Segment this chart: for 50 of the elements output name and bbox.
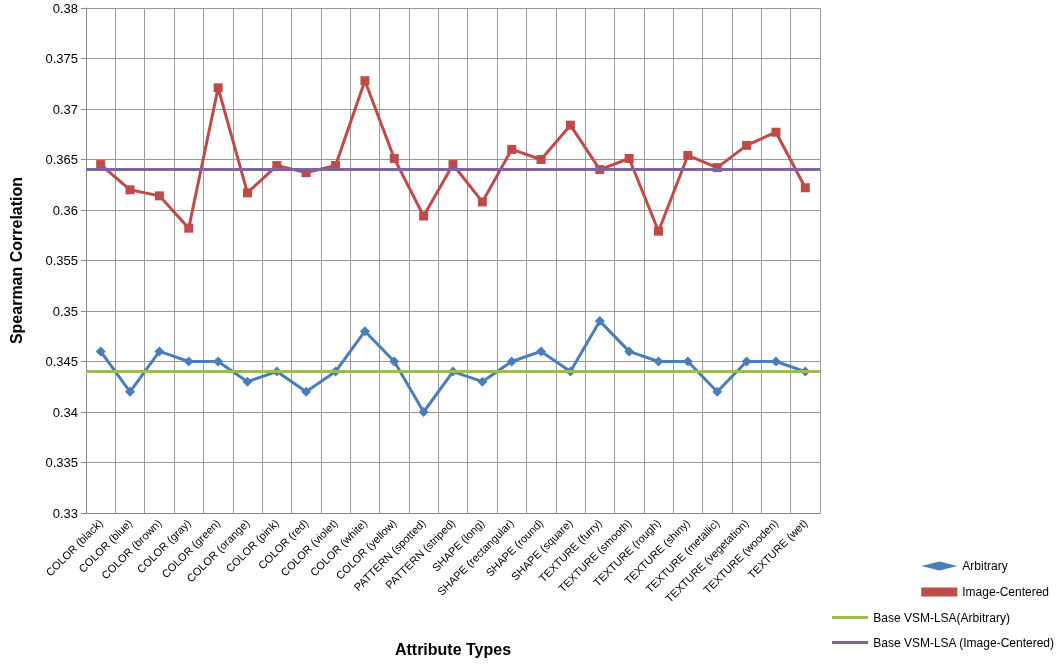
y-tick-label: 0.34 (52, 404, 78, 420)
point (771, 127, 781, 137)
x-axis-title: Attribute Types (394, 640, 512, 658)
point (389, 356, 400, 367)
legend-label: Base VSM-LSA (Image-Centered) (873, 635, 1054, 650)
point (301, 386, 312, 397)
y-tick-label: 0.355 (45, 253, 78, 268)
point (154, 191, 164, 201)
point (125, 185, 135, 195)
point (624, 346, 635, 357)
point (242, 376, 253, 387)
point (683, 150, 693, 160)
point (800, 183, 810, 193)
point (477, 376, 488, 387)
point (95, 346, 106, 357)
y-tick-label: 0.37 (52, 101, 78, 117)
point (360, 76, 370, 86)
y-tick-label: 0.38 (52, 0, 78, 16)
point (242, 188, 252, 198)
point (536, 155, 546, 164)
point (477, 197, 487, 207)
y-tick-label: 0.375 (45, 51, 78, 66)
point (712, 386, 723, 397)
point (507, 144, 517, 154)
point (213, 356, 224, 367)
y-tick-label: 0.335 (45, 455, 78, 470)
y-tick-label: 0.33 (52, 505, 78, 521)
point (359, 326, 370, 337)
point (536, 346, 547, 357)
y-tick-label: 0.36 (52, 202, 78, 218)
legend-label: Image-Centered (962, 585, 1050, 599)
y-tick-label: 0.365 (45, 152, 78, 167)
point (654, 226, 664, 236)
point (594, 316, 605, 327)
y-tick-label: 0.345 (45, 354, 78, 369)
point (418, 407, 429, 417)
point (184, 223, 194, 233)
point (389, 153, 399, 163)
point (419, 211, 429, 221)
point (565, 120, 575, 130)
y-axis-title: Spearman Correlation (7, 176, 25, 345)
y-tick-label: 0.35 (52, 303, 78, 319)
point (154, 346, 165, 357)
point (742, 140, 752, 150)
legend-label: Arbitrary (962, 559, 1008, 573)
point (624, 153, 634, 163)
legend-label: Base VSM-LSA(Arbitrary) (873, 610, 1010, 625)
point (506, 356, 517, 367)
point (125, 386, 136, 397)
point (213, 83, 223, 93)
